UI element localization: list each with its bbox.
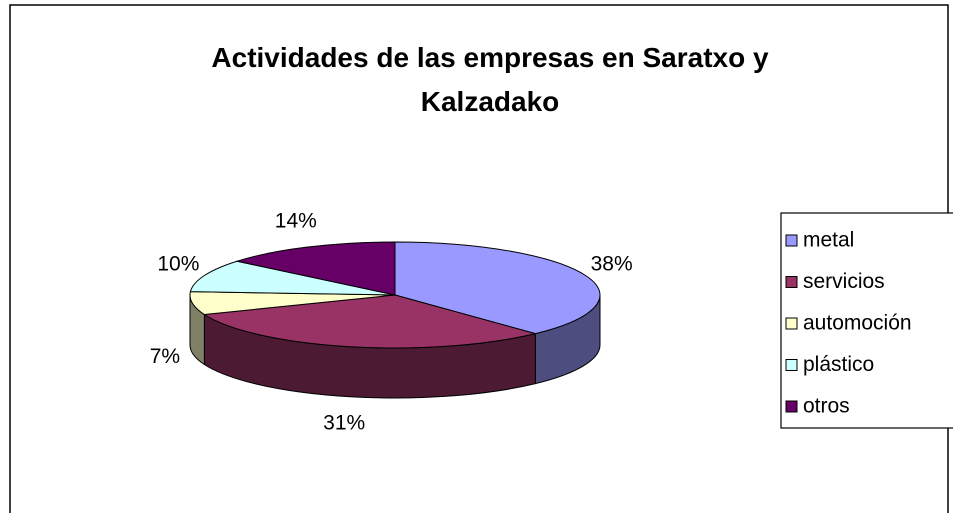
data-label: 14% [275,209,317,232]
slice [235,241,396,296]
data-label: 31% [323,412,365,435]
data-label: 38% [591,253,633,276]
data-label: 7% [150,345,180,368]
data-label: 10% [157,253,199,276]
slice [189,260,396,296]
legend-label: otros [803,395,850,418]
legend-swatch [785,276,798,288]
chart-title: Actividades de las empresas en Saratxo y… [211,42,769,117]
legend-swatch [785,234,798,247]
legend-swatch [785,400,798,413]
legend-box [780,212,953,429]
slice [394,241,601,335]
slice [202,294,538,349]
legend-label: automoción [803,312,912,335]
legend-label: servicios [803,270,885,293]
legend-label: plástico [803,353,874,376]
legend-swatch [785,359,798,371]
legend-label: metal [803,229,854,252]
legend-swatch [785,317,798,330]
